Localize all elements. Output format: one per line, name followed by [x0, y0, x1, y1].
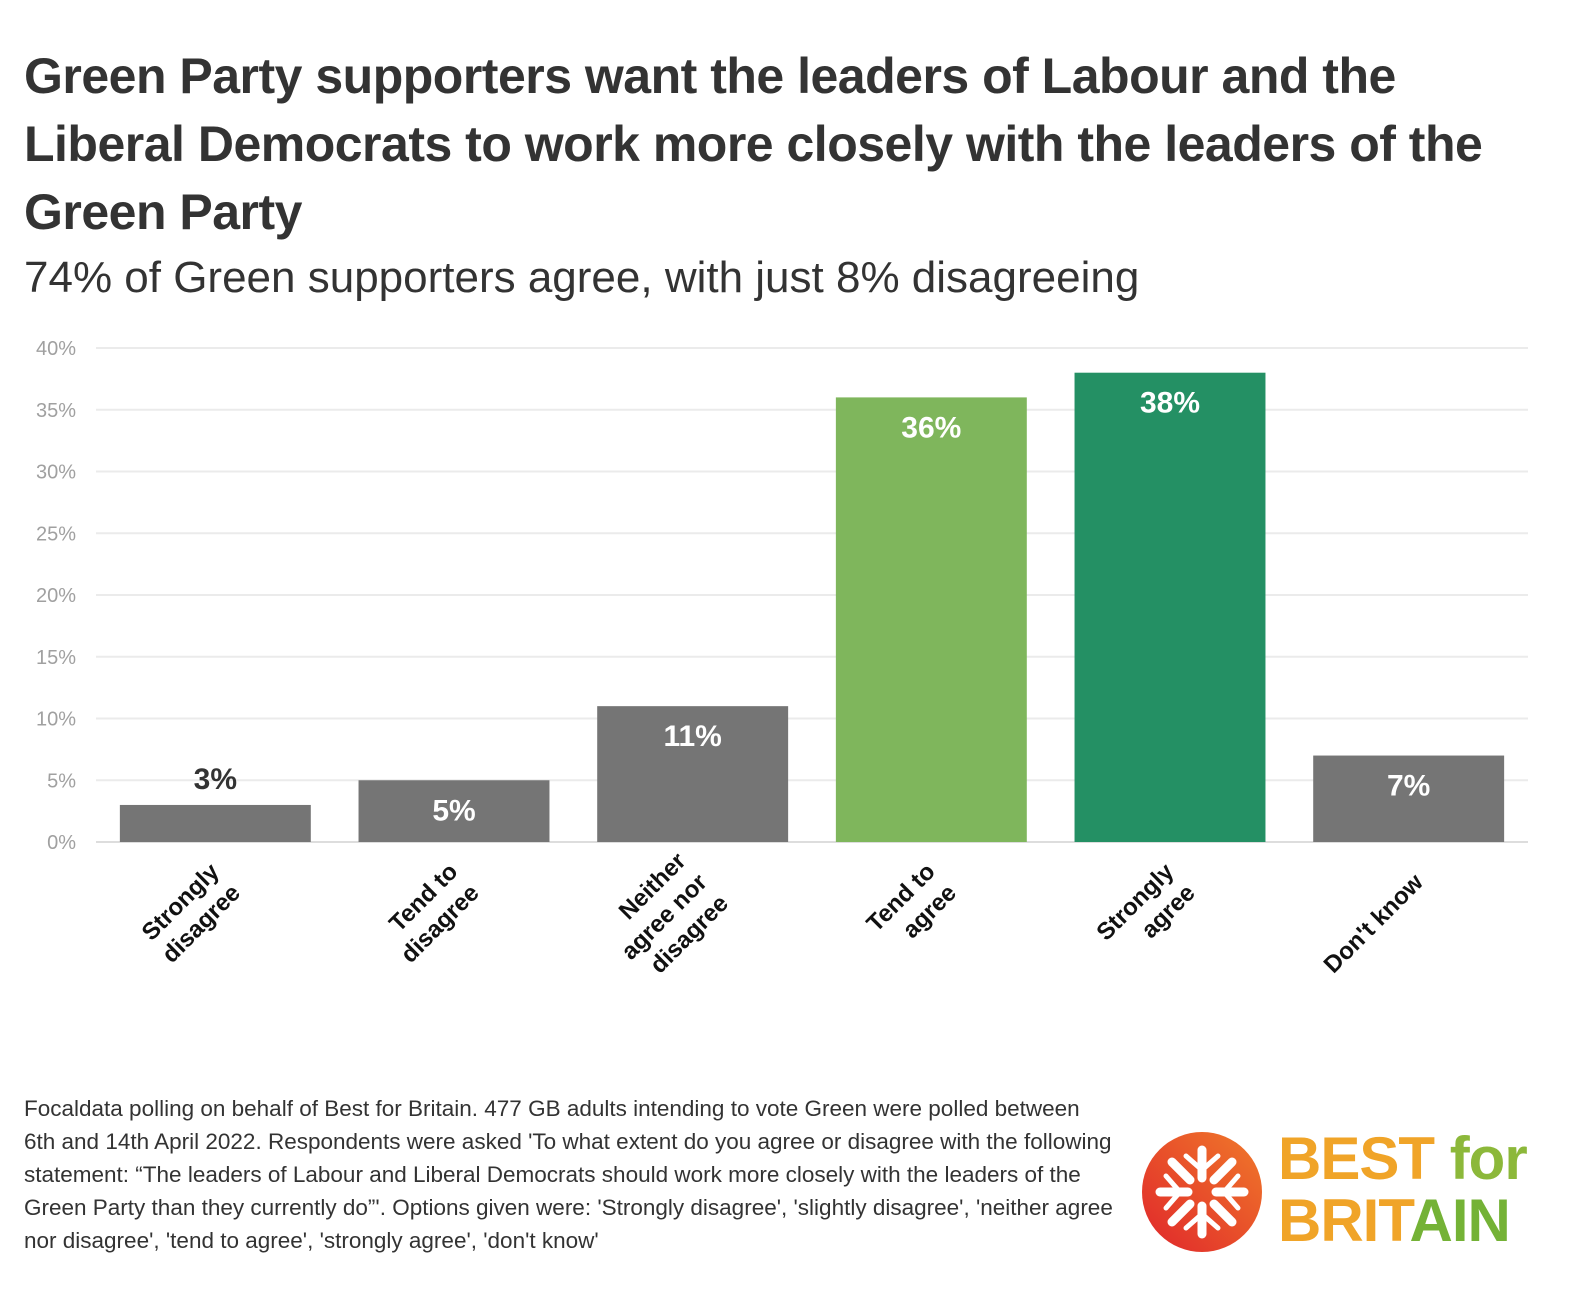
- y-tick-label: 40%: [36, 338, 76, 360]
- bar: [597, 706, 789, 842]
- data-label: 36%: [901, 411, 961, 444]
- logo-word-ain: AIN: [1409, 1187, 1511, 1254]
- logo-word-for: for: [1449, 1125, 1528, 1192]
- bar: [1313, 755, 1505, 842]
- y-tick-label: 30%: [36, 462, 76, 484]
- bar: [119, 804, 311, 842]
- logo-word-brit: BRIT: [1278, 1187, 1411, 1254]
- y-tick-label: 0%: [47, 832, 76, 854]
- union-flag-icon: [1142, 1132, 1262, 1252]
- y-tick-label: 20%: [36, 585, 76, 607]
- x-tick-label: Don't know: [1319, 869, 1429, 979]
- bar: [1074, 372, 1266, 842]
- chart-title: Green Party supporters want the leaders …: [24, 48, 1483, 240]
- data-label: 11%: [663, 720, 721, 753]
- bar-chart: 0% 5% 10% 15% 20% 25% 30% 35% 40% 3% Stronglydisag…: [36, 338, 1528, 979]
- y-tick-label: 15%: [36, 647, 76, 669]
- bar: [358, 780, 550, 842]
- chart-subtitle: 74% of Green supporters agree, with just…: [24, 253, 1140, 302]
- data-label: 5%: [432, 794, 475, 827]
- y-tick-label: 25%: [36, 523, 76, 545]
- data-label: 7%: [1387, 770, 1430, 803]
- footnote: Focaldata polling on behalf of Best for …: [24, 1096, 1113, 1253]
- bar: [835, 397, 1027, 842]
- best-for-britain-logo: BEST for BRITAIN: [1140, 1128, 1570, 1258]
- data-label: 38%: [1140, 387, 1200, 420]
- logo-word-best: BEST: [1278, 1125, 1435, 1192]
- y-tick-label: 5%: [47, 770, 76, 792]
- y-tick-label: 10%: [36, 709, 76, 731]
- y-tick-label: 35%: [36, 400, 76, 422]
- x-tick-label-line: Don't know: [1319, 869, 1429, 979]
- data-label: 3%: [194, 763, 237, 796]
